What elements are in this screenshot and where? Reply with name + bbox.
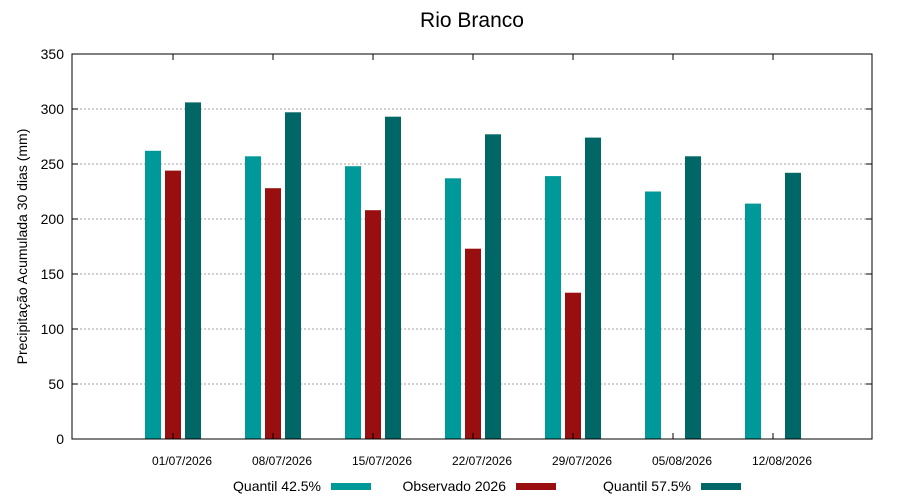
x-tick-label: 05/08/2026 [652, 454, 712, 468]
bar-2-5 [685, 156, 701, 440]
plot-frame [71, 53, 873, 440]
x-tick-label: 22/07/2026 [452, 454, 512, 468]
bar-0-0 [145, 150, 161, 440]
bar-0-1 [245, 156, 261, 440]
bar-0-5 [645, 191, 661, 439]
y-axis-ticks: 0 50 100 150 200 250 300 350 [41, 46, 872, 447]
legend-label: Quantil 57.5% [603, 478, 691, 494]
y-tick-label: 50 [48, 376, 64, 392]
y-tick-label: 300 [41, 101, 65, 117]
bar-1-1 [265, 188, 281, 439]
bar-0-4 [545, 176, 561, 439]
bar-2-4 [585, 137, 601, 439]
bar-0-2 [345, 166, 361, 439]
x-axis-ticks: 01/07/2026 08/07/2026 15/07/2026 22/07/2026… [152, 54, 812, 468]
legend-swatch [331, 483, 371, 490]
x-tick-label: 12/08/2026 [752, 454, 812, 468]
x-tick-label: 15/07/2026 [352, 454, 412, 468]
x-tick-label: 08/07/2026 [252, 454, 312, 468]
legend-swatch [516, 483, 556, 490]
legend-swatch [701, 483, 741, 490]
bar-2-3 [485, 134, 501, 440]
bar-2-0 [185, 102, 201, 440]
chart-title: Rio Branco [420, 9, 524, 32]
bar-2-1 [285, 112, 301, 440]
bar-1-0 [165, 170, 181, 439]
bar-1-3 [465, 248, 481, 439]
bar-0-3 [445, 178, 461, 440]
y-tick-label: 100 [41, 321, 65, 337]
legend-label: Observado 2026 [402, 478, 506, 494]
x-tick-label: 29/07/2026 [552, 454, 612, 468]
y-tick-label: 250 [41, 156, 65, 172]
y-axis-label: Precipitação Acumulada 30 dias (mm) [14, 129, 30, 365]
bar-2-6 [785, 172, 801, 440]
bars [145, 102, 801, 440]
bar-1-4 [565, 292, 581, 439]
bar-2-2 [385, 116, 401, 439]
y-tick-label: 200 [41, 211, 65, 227]
legend-label: Quantil 42.5% [233, 478, 321, 494]
x-tick-label: 01/07/2026 [152, 454, 212, 468]
y-tick-label: 350 [41, 46, 65, 62]
legend: Quantil 42.5% Observado 2026 Quantil 57.5% [233, 478, 741, 494]
y-tick-label: 150 [41, 266, 65, 282]
bar-0-6 [745, 203, 761, 439]
bar-1-2 [365, 210, 381, 439]
y-tick-label: 0 [56, 431, 64, 447]
